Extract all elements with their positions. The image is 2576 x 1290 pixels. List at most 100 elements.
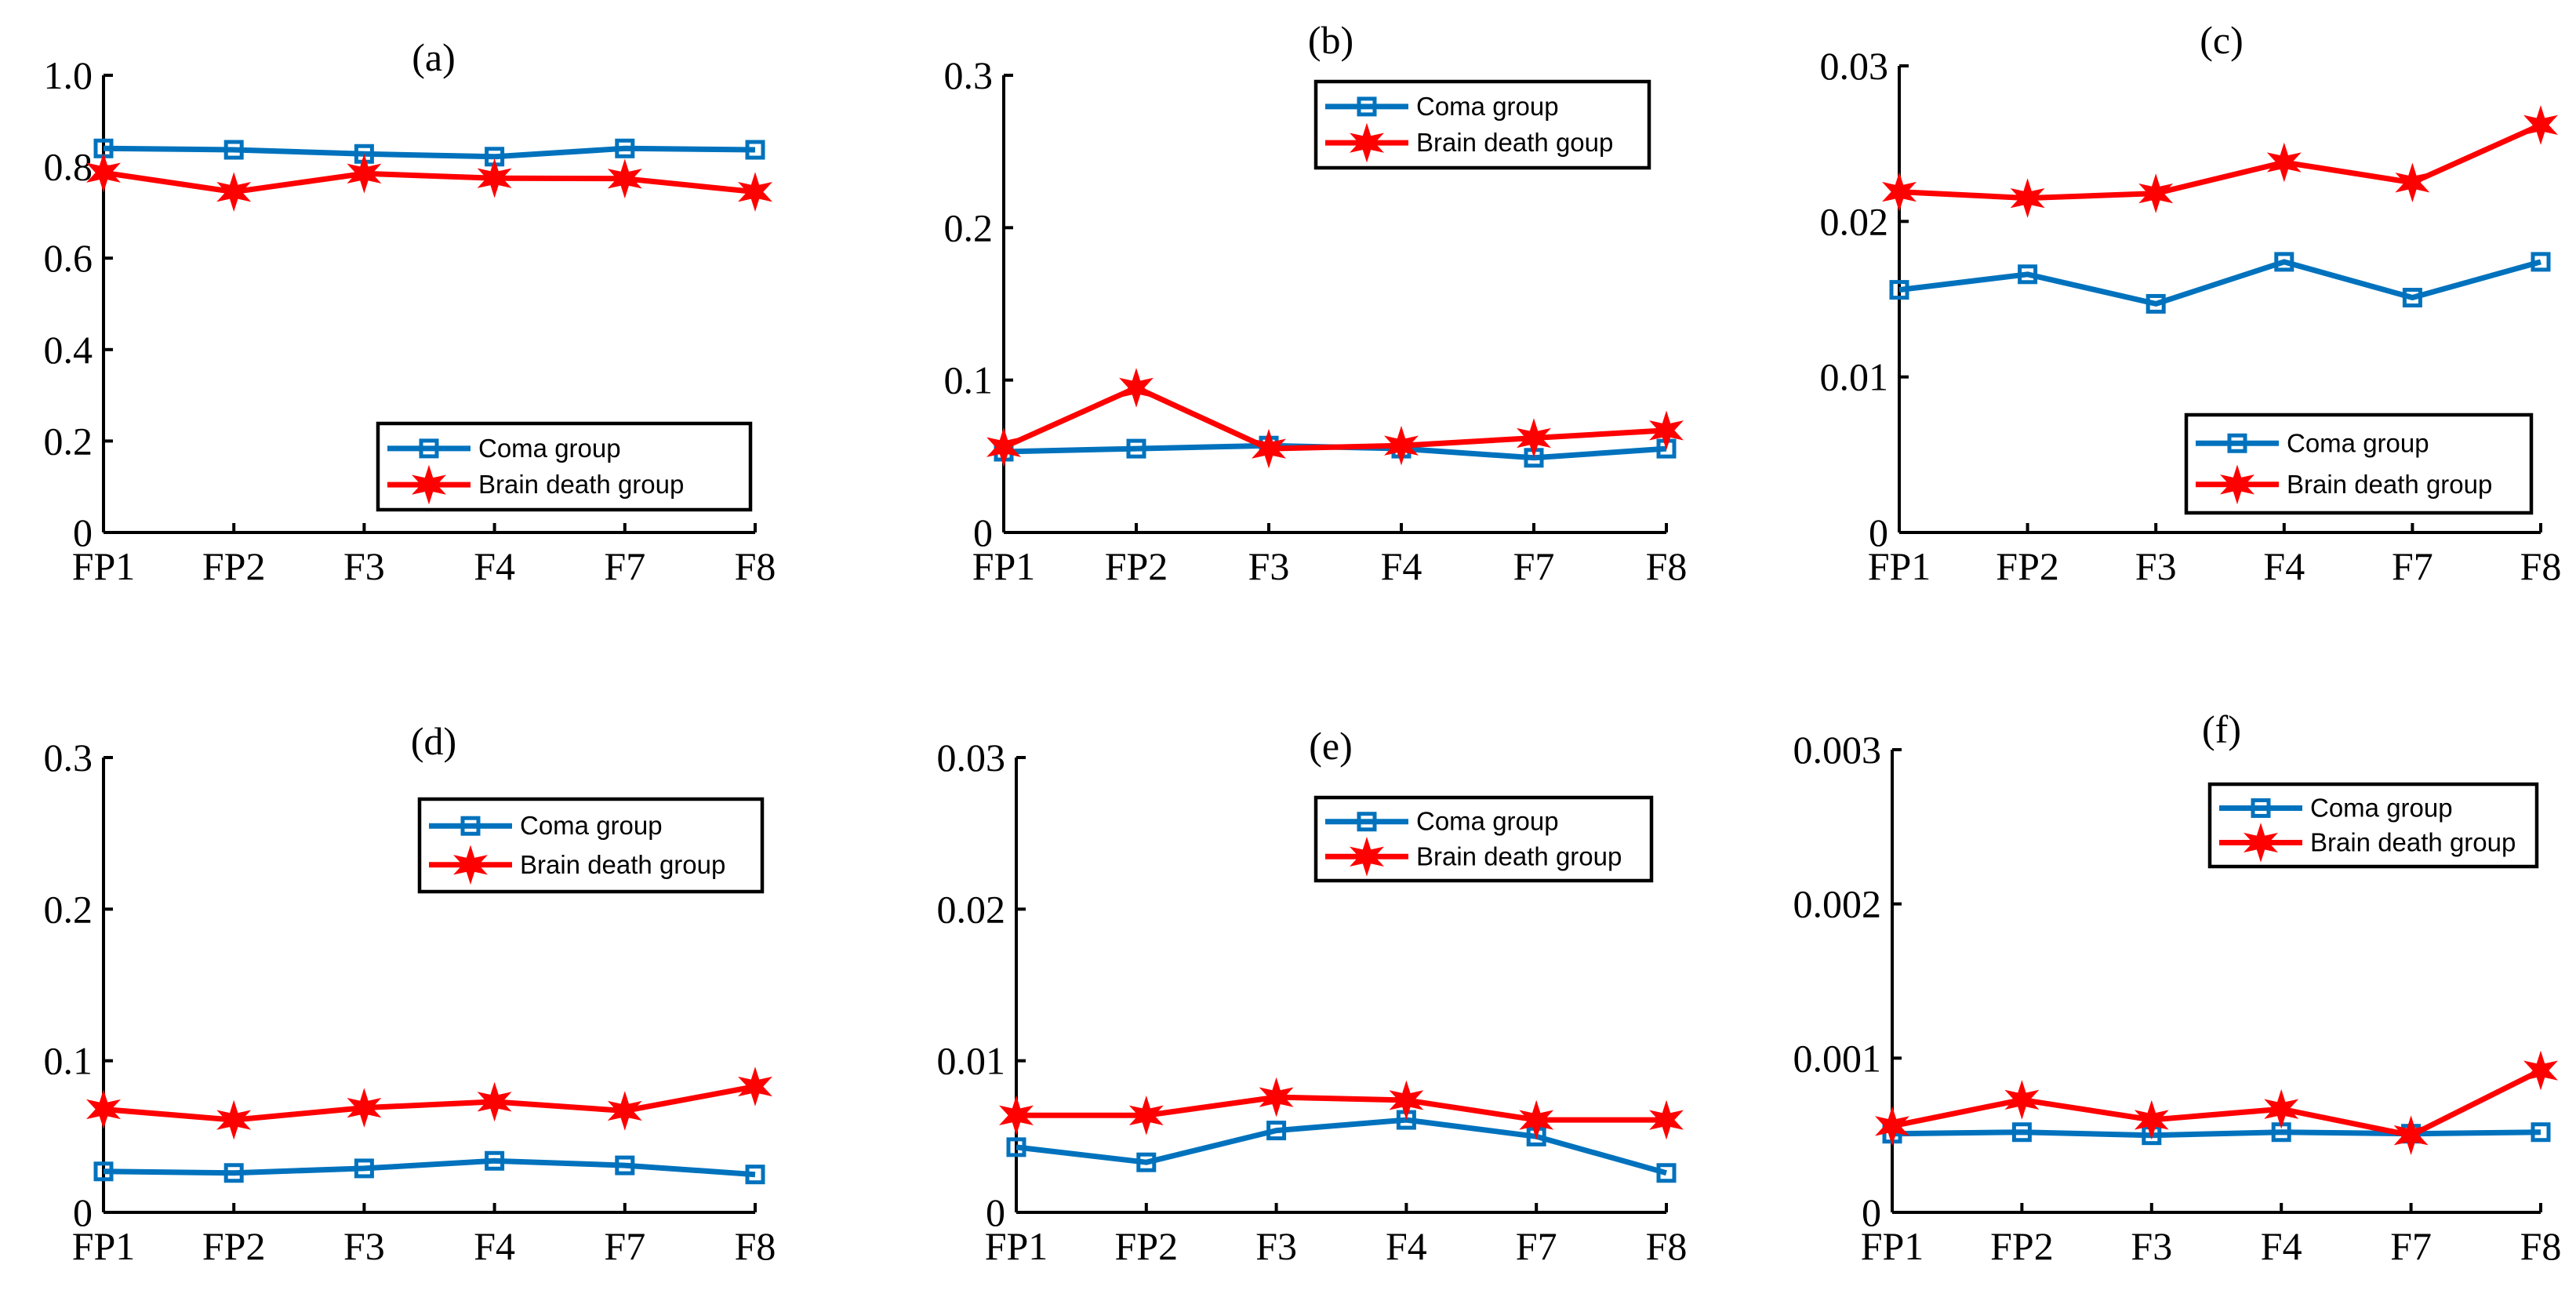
series-line bbox=[103, 169, 756, 195]
data-point bbox=[1519, 1099, 1554, 1140]
data-point bbox=[2010, 178, 2045, 218]
data-point bbox=[223, 140, 244, 160]
legend-marker bbox=[2243, 823, 2279, 863]
legend: Coma group Brain death group bbox=[2207, 782, 2539, 869]
x-tick-label: FP2 bbox=[1990, 1224, 2054, 1268]
legend-marker bbox=[453, 845, 488, 885]
series-brain-death bbox=[1881, 105, 2558, 218]
legend-marker bbox=[2251, 798, 2271, 818]
data-point bbox=[2523, 105, 2558, 145]
legend-label: Coma group bbox=[2310, 793, 2453, 822]
series-coma bbox=[1882, 1122, 2551, 1146]
data-point bbox=[2531, 252, 2551, 272]
legend: Coma group Brain death goup bbox=[1313, 79, 1651, 170]
x-tick-label: F7 bbox=[1516, 1224, 1557, 1268]
x-tick-label: FP1 bbox=[72, 544, 136, 588]
x-tick-label: F4 bbox=[2261, 1224, 2302, 1268]
series-coma bbox=[1006, 1110, 1677, 1183]
x-tick-label: F4 bbox=[474, 544, 515, 588]
x-tick-label: F7 bbox=[604, 544, 645, 588]
legend-label: Brain death group bbox=[2310, 828, 2516, 857]
x-tick-label: F3 bbox=[1255, 1224, 1297, 1268]
y-tick-label: 0.03 bbox=[1820, 44, 1889, 88]
x-tick-label: FP2 bbox=[202, 1224, 266, 1268]
data-point bbox=[347, 1088, 382, 1128]
x-tick-label: F7 bbox=[1513, 544, 1555, 588]
data-point bbox=[745, 1165, 765, 1185]
legend-marker bbox=[419, 438, 439, 459]
legend-label: Coma group bbox=[2287, 428, 2429, 457]
data-point bbox=[2266, 142, 2302, 183]
legend-label: Coma group bbox=[1416, 92, 1559, 121]
data-point bbox=[1881, 172, 1917, 212]
panel-d: 0 0.1 0.2 0.3 FP1 FP2 F3 F4 F7 F8 (d) Coma group Bra… bbox=[44, 719, 776, 1268]
panel-c: 0 0.01 0.02 0.03 FP1 FP2 F3 F4 F7 F8 (c) Coma group… bbox=[1820, 18, 2562, 588]
data-point bbox=[2011, 1122, 2032, 1143]
legend-box bbox=[2184, 412, 2534, 515]
legend: Coma group Brain death group bbox=[1313, 795, 1654, 883]
data-point bbox=[1266, 1121, 1287, 1141]
x-tick-label: F7 bbox=[2390, 1224, 2432, 1268]
legend-marker bbox=[460, 816, 481, 836]
data-point bbox=[999, 1095, 1034, 1136]
x-tick-label: F7 bbox=[2392, 544, 2433, 588]
y-tick-label: 0 bbox=[1869, 511, 1888, 554]
x-tick-label: F7 bbox=[604, 1224, 645, 1268]
data-point bbox=[2264, 1088, 2299, 1129]
x-tick-label: F3 bbox=[1248, 544, 1290, 588]
series-line bbox=[1891, 1067, 2542, 1139]
series-coma bbox=[1889, 252, 2551, 314]
y-tick-label: 0.001 bbox=[1793, 1036, 1882, 1080]
legend-box bbox=[1313, 795, 1654, 883]
legend-label: Brain death group bbox=[2287, 470, 2492, 499]
y-tick-label: 0.1 bbox=[44, 1039, 93, 1083]
y-tick-label: 0.1 bbox=[944, 358, 994, 402]
data-point bbox=[2018, 264, 2038, 285]
y-tick-label: 0 bbox=[73, 1190, 93, 1234]
series-line bbox=[103, 1084, 756, 1123]
x-tick-label: FP1 bbox=[972, 544, 1036, 588]
data-point bbox=[485, 1150, 505, 1171]
y-tick-label: 0.3 bbox=[44, 736, 93, 779]
data-point bbox=[738, 1067, 772, 1106]
data-point bbox=[1389, 1080, 1424, 1121]
x-tick-label: F8 bbox=[2520, 1224, 2562, 1268]
legend-marker bbox=[1357, 96, 1377, 117]
series-coma bbox=[93, 1150, 765, 1185]
legend-marker bbox=[1357, 812, 1377, 832]
panel-title: (b) bbox=[1308, 18, 1353, 62]
series-brain-death bbox=[986, 368, 1684, 469]
panel-b: 0 0.1 0.2 0.3 FP1 FP2 F3 F4 F7 F8 (b) Coma group Bra… bbox=[944, 18, 1688, 588]
y-tick-label: 1.0 bbox=[44, 53, 93, 97]
panel-title: (f) bbox=[2202, 707, 2241, 751]
x-tick-label: F8 bbox=[1646, 544, 1688, 588]
x-tick-label: F3 bbox=[2135, 544, 2177, 588]
y-tick-label: 0.2 bbox=[44, 887, 93, 931]
legend-label: Brain death group bbox=[478, 470, 684, 499]
y-tick-label: 0 bbox=[986, 1190, 1005, 1234]
panel-f: 0 0.001 0.002 0.003 FP1 FP2 F3 F4 F7 F8 (f) Coma gr… bbox=[1793, 707, 2562, 1268]
y-tick-label: 0.02 bbox=[1820, 199, 1889, 243]
data-point bbox=[745, 140, 765, 160]
series-line bbox=[1898, 259, 2541, 307]
y-tick-label: 0 bbox=[1862, 1190, 1881, 1234]
x-tick-label: FP1 bbox=[985, 1224, 1048, 1268]
legend-label: Coma group bbox=[1416, 807, 1559, 836]
data-point bbox=[1889, 280, 1909, 300]
series-line bbox=[103, 1157, 756, 1178]
legend-marker bbox=[1350, 122, 1384, 163]
y-tick-label: 0.4 bbox=[44, 328, 93, 372]
data-point bbox=[1649, 1099, 1684, 1140]
data-point bbox=[1875, 1106, 1909, 1146]
series-line bbox=[103, 145, 756, 160]
series-line bbox=[1891, 1129, 2541, 1139]
y-tick-label: 0.2 bbox=[44, 419, 93, 463]
x-tick-label: F3 bbox=[343, 1224, 385, 1268]
data-point bbox=[1259, 1077, 1294, 1117]
series-brain-death bbox=[1875, 1050, 2558, 1156]
data-point bbox=[1126, 438, 1146, 459]
x-tick-label: F3 bbox=[2131, 1224, 2172, 1268]
data-point bbox=[2393, 1115, 2429, 1156]
y-tick-label: 0.002 bbox=[1793, 882, 1882, 926]
data-point bbox=[1128, 1095, 1164, 1136]
